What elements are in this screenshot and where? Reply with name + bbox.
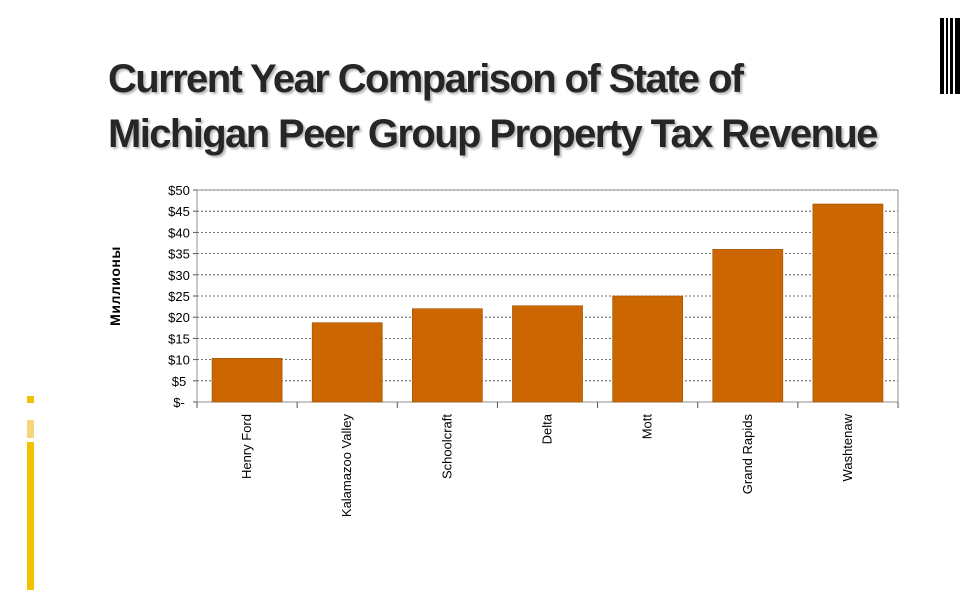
y-tick-label: $30 xyxy=(168,268,190,283)
x-tick-label: Kalamazoo Valley xyxy=(339,414,354,518)
x-tick-label: Washtenaw xyxy=(840,413,855,481)
accent-square xyxy=(27,396,34,403)
slide-title-line-2: Michigan Peer Group Property Tax Revenue xyxy=(108,112,878,156)
y-tick-label: $20 xyxy=(168,310,190,325)
slide-accent-bars xyxy=(940,0,960,600)
y-tick-label: $15 xyxy=(168,331,190,346)
y-tick-label: $50 xyxy=(168,183,190,198)
accent-bar xyxy=(950,18,953,94)
y-axis-title: Миллионы xyxy=(107,246,123,326)
x-tick-label: Mott xyxy=(640,414,655,440)
accent-strip xyxy=(27,442,34,590)
y-tick-label: $45 xyxy=(168,204,190,219)
accent-bar xyxy=(940,18,944,94)
bar xyxy=(412,308,483,403)
bar xyxy=(712,249,784,403)
y-tick-label: $40 xyxy=(168,225,190,240)
x-tick-label: Delta xyxy=(540,413,555,444)
x-tick-label: Grand Rapids xyxy=(740,414,755,495)
bar xyxy=(311,322,383,403)
x-tick-label: Schoolcraft xyxy=(439,414,454,479)
y-tick-label: $25 xyxy=(168,289,190,304)
bar xyxy=(612,295,683,403)
y-tick-label: $- xyxy=(173,395,185,410)
accent-bar xyxy=(946,18,948,94)
accent-strip-light xyxy=(27,420,34,438)
y-tick-label: $5 xyxy=(172,374,186,389)
accent-bar xyxy=(955,18,960,94)
slide-title-line-1: Current Year Comparison of State of xyxy=(108,57,744,101)
bar xyxy=(512,305,583,403)
y-tick-label: $10 xyxy=(168,353,190,368)
slide-title: Current Year Comparison of State of Mich… xyxy=(108,52,908,162)
bar xyxy=(812,203,884,403)
y-tick-label: $35 xyxy=(168,247,190,262)
x-tick-label: Henry Ford xyxy=(239,414,254,479)
bar xyxy=(211,358,283,403)
